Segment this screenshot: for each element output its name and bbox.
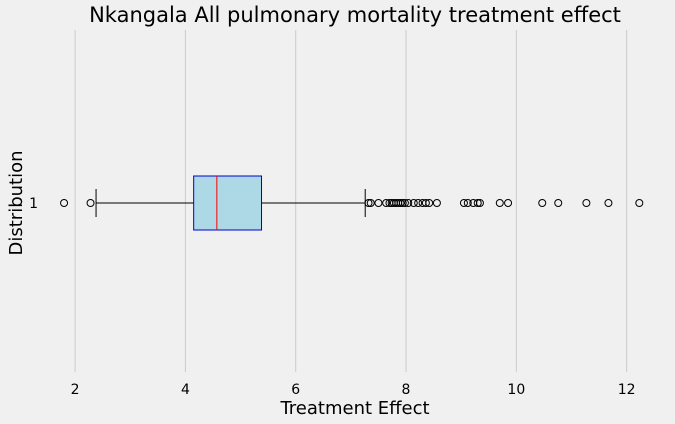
outlier-point-32 — [635, 199, 644, 207]
outlier-point-26 — [495, 199, 504, 207]
outlier-point-12 — [398, 199, 407, 207]
outlier-point-24 — [473, 199, 482, 207]
x-tick-label-12: 12 — [618, 382, 636, 398]
outlier-point-13 — [400, 199, 409, 207]
outlier-point-19 — [425, 199, 434, 207]
x-tick-labels: 2 4 6 8 10 12 — [71, 382, 636, 398]
chart-title: Nkangala All pulmonary mortality treatme… — [89, 3, 621, 27]
outlier-point-21 — [459, 199, 468, 207]
y-tick-label-1: 1 — [29, 196, 38, 212]
x-tick-label-2: 2 — [71, 382, 80, 398]
y-tick-labels: 1 — [29, 196, 38, 212]
x-axis-label: Treatment Effect — [279, 398, 429, 419]
outlier-point-27 — [504, 199, 513, 207]
outliers — [60, 199, 644, 207]
grid-lines — [74, 30, 628, 372]
outlier-point-22 — [463, 199, 472, 207]
outlier-point-25 — [475, 199, 484, 207]
x-tick-label-6: 6 — [291, 382, 300, 398]
outlier-point-30 — [582, 199, 591, 207]
outlier-point-1 — [86, 199, 95, 207]
outlier-point-20 — [432, 199, 441, 207]
outlier-point-3 — [366, 199, 375, 207]
outlier-point-16 — [414, 199, 423, 207]
outlier-point-28 — [538, 199, 547, 207]
x-tick-label-8: 8 — [402, 382, 411, 398]
outlier-point-15 — [409, 199, 418, 207]
outlier-point-11 — [396, 199, 405, 207]
outlier-point-4 — [374, 199, 383, 207]
outlier-point-2 — [364, 199, 373, 207]
outlier-point-14 — [404, 199, 413, 207]
outlier-point-18 — [421, 199, 430, 207]
outlier-point-5 — [382, 199, 391, 207]
outlier-point-31 — [604, 199, 613, 207]
box-plot — [95, 175, 366, 231]
outlier-point-0 — [60, 199, 69, 207]
y-axis-label: Distribution — [6, 150, 27, 255]
interquartile-box — [193, 175, 263, 231]
x-tick-label-10: 10 — [507, 382, 525, 398]
x-tick-label-4: 4 — [181, 382, 190, 398]
outlier-point-29 — [554, 199, 563, 207]
